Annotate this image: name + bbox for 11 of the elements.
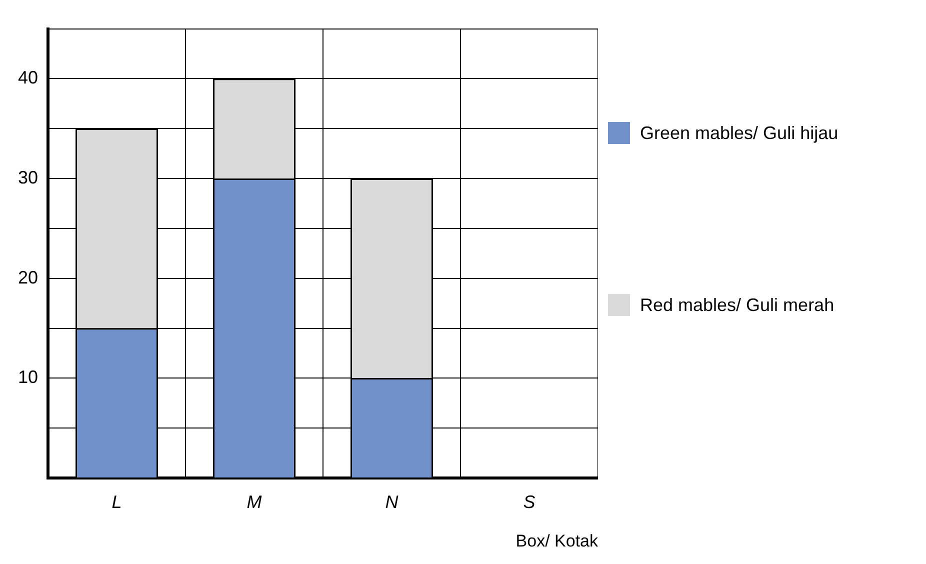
legend-label: Green mables/ Guli hijau [640, 122, 838, 144]
x-tick-label: N [385, 492, 400, 512]
y-tick-label: 20 [18, 267, 38, 288]
x-tick-label: M [246, 492, 262, 512]
legend-label: Red mables/ Guli merah [640, 294, 834, 316]
y-tick-label: 10 [18, 367, 38, 388]
x-tick-label: S [523, 492, 536, 512]
x-tick-label: L [112, 492, 122, 512]
y-tick-label: 40 [18, 68, 38, 88]
x-axis-title: Box/ Kotak [516, 531, 598, 550]
y-tick-label: 30 [18, 168, 38, 188]
